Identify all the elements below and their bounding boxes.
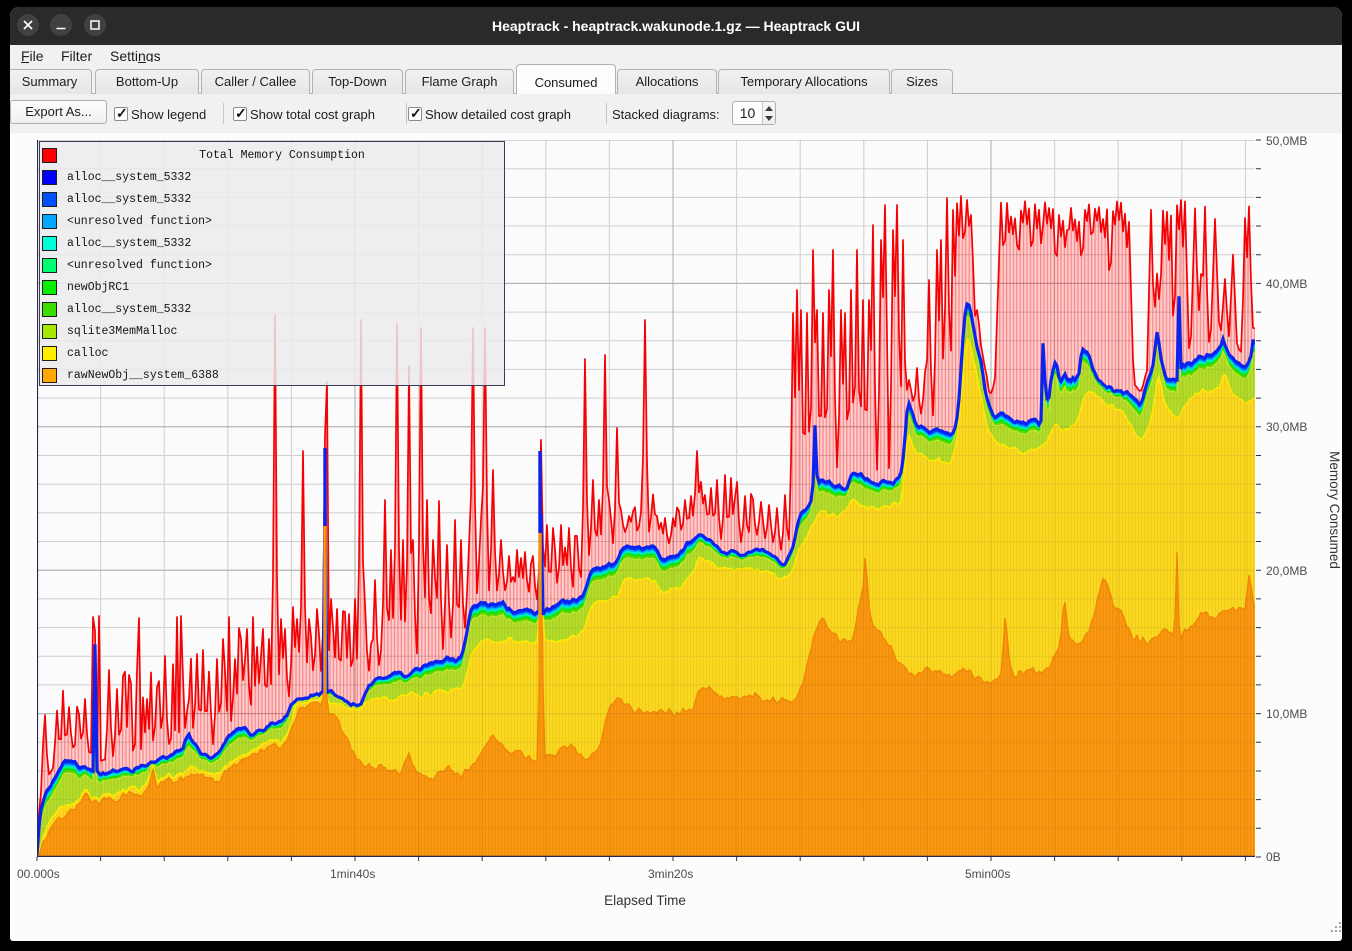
svg-text:Memory Consumed: Memory Consumed [1327, 451, 1342, 569]
